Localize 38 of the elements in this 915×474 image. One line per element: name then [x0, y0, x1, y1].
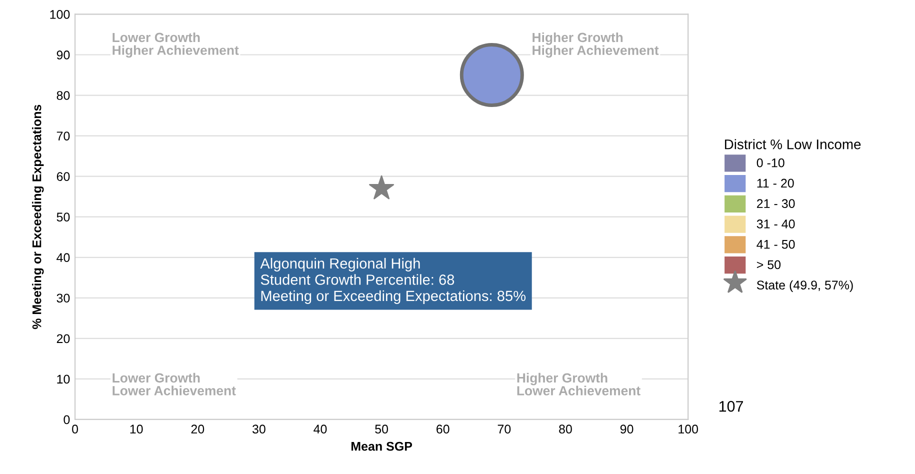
- annotation: Lower Growth Lower Achievement: [112, 372, 236, 396]
- y-tick-label: 60: [56, 172, 70, 181]
- y-tick-label: 100: [50, 10, 70, 19]
- legend-title: District % Low Income: [724, 139, 861, 150]
- x-tick-label: 90: [620, 424, 634, 434]
- y-tick-label: 40: [56, 253, 70, 262]
- legend-label: State (49.9, 57%): [756, 280, 853, 292]
- x-tick-label: 50: [375, 424, 388, 434]
- legend-label: 11 - 20: [757, 178, 794, 188]
- y-tick-label: 70: [56, 132, 70, 140]
- legend-label: 21 - 30: [756, 199, 795, 208]
- x-tick-label: 70: [498, 424, 511, 434]
- annotation: Lower Growth Higher Achievement: [112, 32, 239, 58]
- legend-label: 41 - 50: [756, 240, 795, 249]
- x-tick-label: 40: [314, 424, 327, 434]
- annotation: Algonquin Regional High Student Growth Percentile: 68 Meeting or Exceeding Expectations: 85%: [260, 258, 526, 304]
- y-tick-label: 90: [56, 50, 70, 60]
- x-tick-label: 60: [436, 424, 450, 434]
- x-axis-title: Mean SGP: [351, 442, 412, 451]
- x-tick-label: 30: [252, 424, 266, 434]
- y-tick-label: 50: [56, 212, 70, 222]
- y-tick-label: 10: [57, 374, 70, 384]
- x-tick-label: 100: [678, 424, 698, 434]
- x-tick-label: 20: [191, 424, 204, 434]
- legend-label: 0 -10: [756, 158, 784, 168]
- annotation: Higher Growth Higher Achievement: [532, 32, 659, 58]
- text: 107: [719, 400, 743, 412]
- legend-label: 31 - 40: [756, 220, 795, 228]
- y-tick-label: 80: [56, 91, 70, 100]
- legend-label: > 50: [756, 260, 781, 270]
- annotation: Higher Growth Lower Achievement: [517, 372, 640, 396]
- y-axis-title: % Meeting or Exceeding Expectations: [32, 104, 44, 330]
- x-tick-label: 10: [130, 424, 143, 434]
- y-tick-label: 30: [56, 294, 70, 303]
- y-tick-label: 0: [64, 415, 70, 424]
- y-tick-label: 20: [56, 334, 70, 344]
- x-tick-label: 80: [559, 424, 572, 434]
- x-tick-label: 0: [72, 424, 78, 434]
